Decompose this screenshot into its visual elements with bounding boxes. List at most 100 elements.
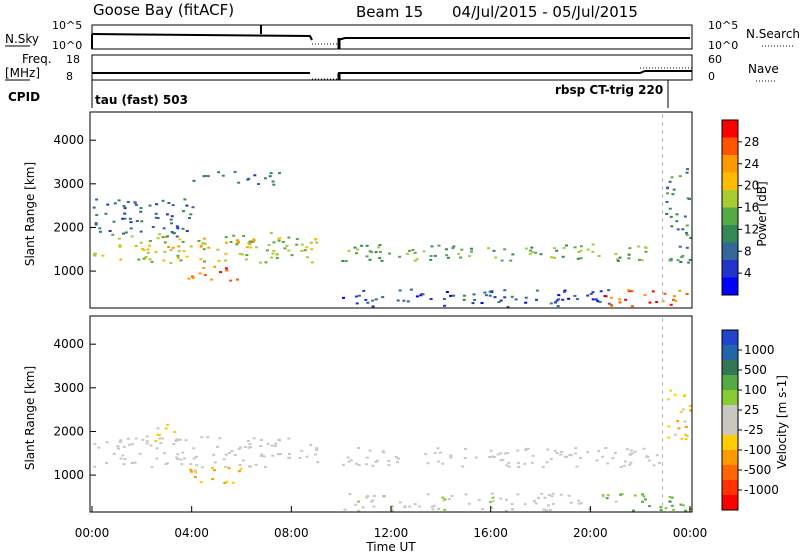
heatmap-cell: [190, 470, 193, 473]
heatmap-cell: [681, 254, 685, 257]
heatmap-cell: [156, 237, 160, 240]
heatmap-cell: [681, 228, 685, 231]
heatmap-cell: [575, 465, 579, 468]
heatmap-cell: [172, 232, 176, 235]
heatmap-cell: [607, 302, 611, 305]
heatmap-cell: [213, 469, 216, 472]
heatmap-cell: [211, 467, 214, 469]
heatmap-cell: [365, 496, 369, 499]
heatmap-cell: [364, 463, 368, 466]
heatmap-cell: [627, 253, 631, 256]
heatmap-cell: [500, 259, 504, 262]
nsearch-label: N.Search: [746, 27, 800, 41]
heatmap-cell: [171, 204, 175, 207]
heatmap-cell: [591, 250, 595, 253]
heatmap-cell: [539, 253, 543, 256]
freq-strip-frame: [91, 54, 693, 81]
heatmap-cell: [530, 461, 534, 464]
heatmap-cell: [630, 290, 634, 293]
heatmap-cell: [610, 305, 614, 307]
heatmap-cell: [443, 498, 447, 501]
heatmap-cell: [557, 294, 561, 297]
velocity-colorbar-label: Velocity [m s-1]: [775, 375, 789, 469]
heatmap-cell: [530, 246, 534, 249]
heatmap-cell: [271, 454, 275, 457]
heatmap-cell: [641, 500, 645, 503]
time-x-axis: 00:00 04:00 08:00 12:00 16:00 20:00 00:00: [75, 506, 707, 540]
colorbar-swatch: [722, 277, 738, 296]
heatmap-cell: [202, 260, 206, 263]
heatmap-cell: [192, 457, 196, 460]
heatmap-cell: [516, 493, 520, 496]
heatmap-cell: [381, 450, 385, 453]
heatmap-cell: [673, 393, 677, 396]
heatmap-cell: [118, 245, 122, 248]
heatmap-cell: [272, 249, 276, 252]
heatmap-cell: [113, 202, 117, 205]
heatmap-cell: [553, 256, 556, 259]
heatmap-cell: [409, 288, 413, 291]
heatmap-cell: [529, 249, 533, 252]
heatmap-cell: [98, 227, 102, 230]
heatmap-cell: [253, 174, 257, 177]
heatmap-cell: [396, 461, 400, 464]
heatmap-cell: [505, 464, 509, 467]
heatmap-cell: [426, 462, 430, 465]
heatmap-cell: [573, 246, 577, 249]
heatmap-cell: [640, 259, 644, 262]
heatmap-cell: [122, 445, 126, 448]
y-tick-label: 1000: [53, 468, 84, 482]
heatmap-cell: [184, 439, 188, 442]
heatmap-cell: [310, 261, 314, 264]
heatmap-cell: [198, 272, 202, 275]
heatmap-cell: [548, 494, 551, 497]
heatmap-cell: [207, 246, 211, 249]
heatmap-cell: [499, 299, 503, 302]
heatmap-cell: [594, 298, 598, 301]
heatmap-cell: [185, 230, 189, 232]
heatmap-cell: [568, 453, 572, 456]
heatmap-cell: [503, 248, 507, 251]
heatmap-cell: [192, 179, 196, 182]
heatmap-cell: [360, 244, 364, 247]
heatmap-cell: [446, 256, 450, 259]
x-tick-label: 12:00: [374, 526, 409, 540]
heatmap-cell: [365, 244, 369, 247]
heatmap-cell: [148, 244, 151, 247]
heatmap-cell: [563, 289, 567, 292]
nsky-label: N.Sky: [5, 32, 39, 46]
velocity-panel-frame: [89, 315, 693, 513]
heatmap-cell: [243, 446, 247, 448]
colorbar-swatch: [722, 242, 738, 261]
heatmap-cell: [155, 457, 159, 460]
heatmap-cell: [278, 237, 282, 240]
heatmap-cell: [374, 298, 378, 301]
heatmap-cell: [343, 508, 347, 511]
heatmap-cell: [666, 186, 670, 189]
heatmap-cell: [497, 301, 501, 304]
heatmap-cell: [354, 503, 358, 506]
heatmap-cell: [606, 494, 610, 497]
heatmap-cell: [356, 248, 360, 251]
heatmap-cell: [647, 459, 651, 462]
heatmap-cell: [112, 452, 116, 455]
colorbar-tick-label: 4: [744, 266, 752, 280]
heatmap-cell: [680, 256, 684, 258]
heatmap-cell: [248, 465, 252, 468]
heatmap-cell: [175, 235, 179, 238]
heatmap-cell: [140, 220, 144, 223]
heatmap-cell: [155, 447, 159, 450]
heatmap-cell: [665, 212, 669, 215]
y-tick-label: 1000: [53, 264, 84, 278]
heatmap-cell: [271, 252, 275, 255]
heatmap-cell: [231, 481, 235, 484]
heatmap-cell: [666, 192, 669, 195]
heatmap-cell: [625, 448, 629, 451]
heatmap-cell: [390, 508, 394, 511]
heatmap-cell: [170, 231, 174, 233]
heatmap-cell: [176, 257, 180, 260]
heatmap-cell: [449, 456, 453, 459]
heatmap-cell: [499, 452, 503, 455]
freq-label: Freq.: [22, 52, 52, 66]
heatmap-cell: [146, 248, 150, 251]
